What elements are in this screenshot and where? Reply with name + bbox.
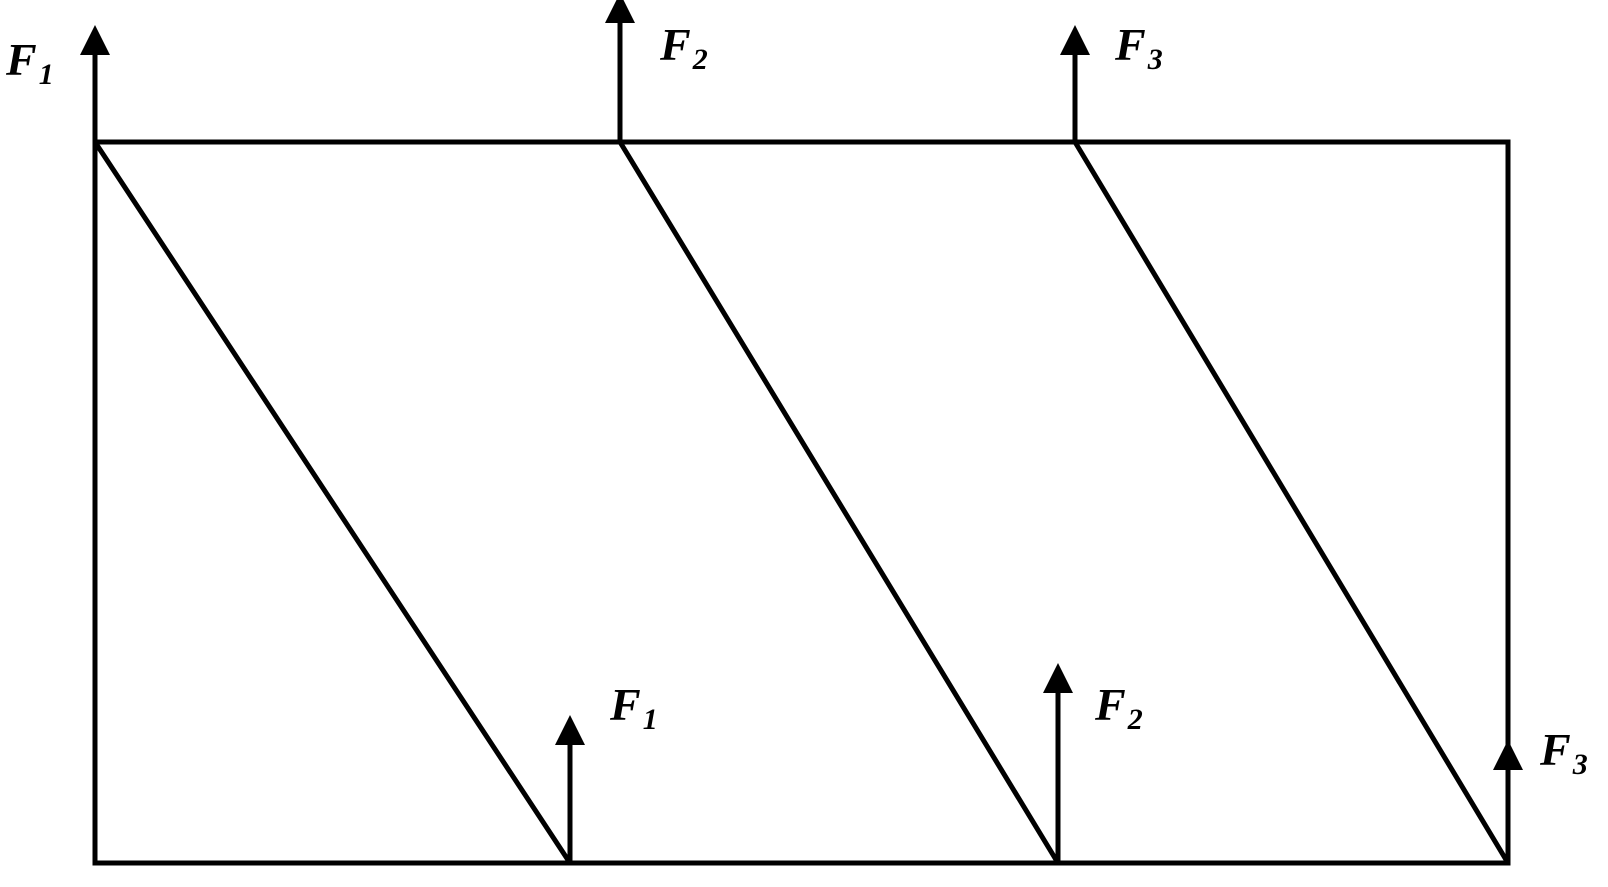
diagonal-3 xyxy=(1075,142,1508,863)
label-F3-top-label: F3 xyxy=(1114,19,1163,76)
label-F1-bottom-label: F1 xyxy=(609,679,658,736)
force-diagram: F1 F2 F3 F1 F2 F3 xyxy=(0,0,1608,887)
label-F1-top-label: F1 xyxy=(5,34,54,91)
label-F2-top-label: F2 xyxy=(659,19,708,76)
outer-box xyxy=(95,142,1508,863)
label-F2-bottom-label: F2 xyxy=(1094,679,1143,736)
diagonal-1 xyxy=(95,142,570,863)
label-F3-bottom-label: F3 xyxy=(1539,724,1588,781)
diagonal-2 xyxy=(620,142,1058,863)
